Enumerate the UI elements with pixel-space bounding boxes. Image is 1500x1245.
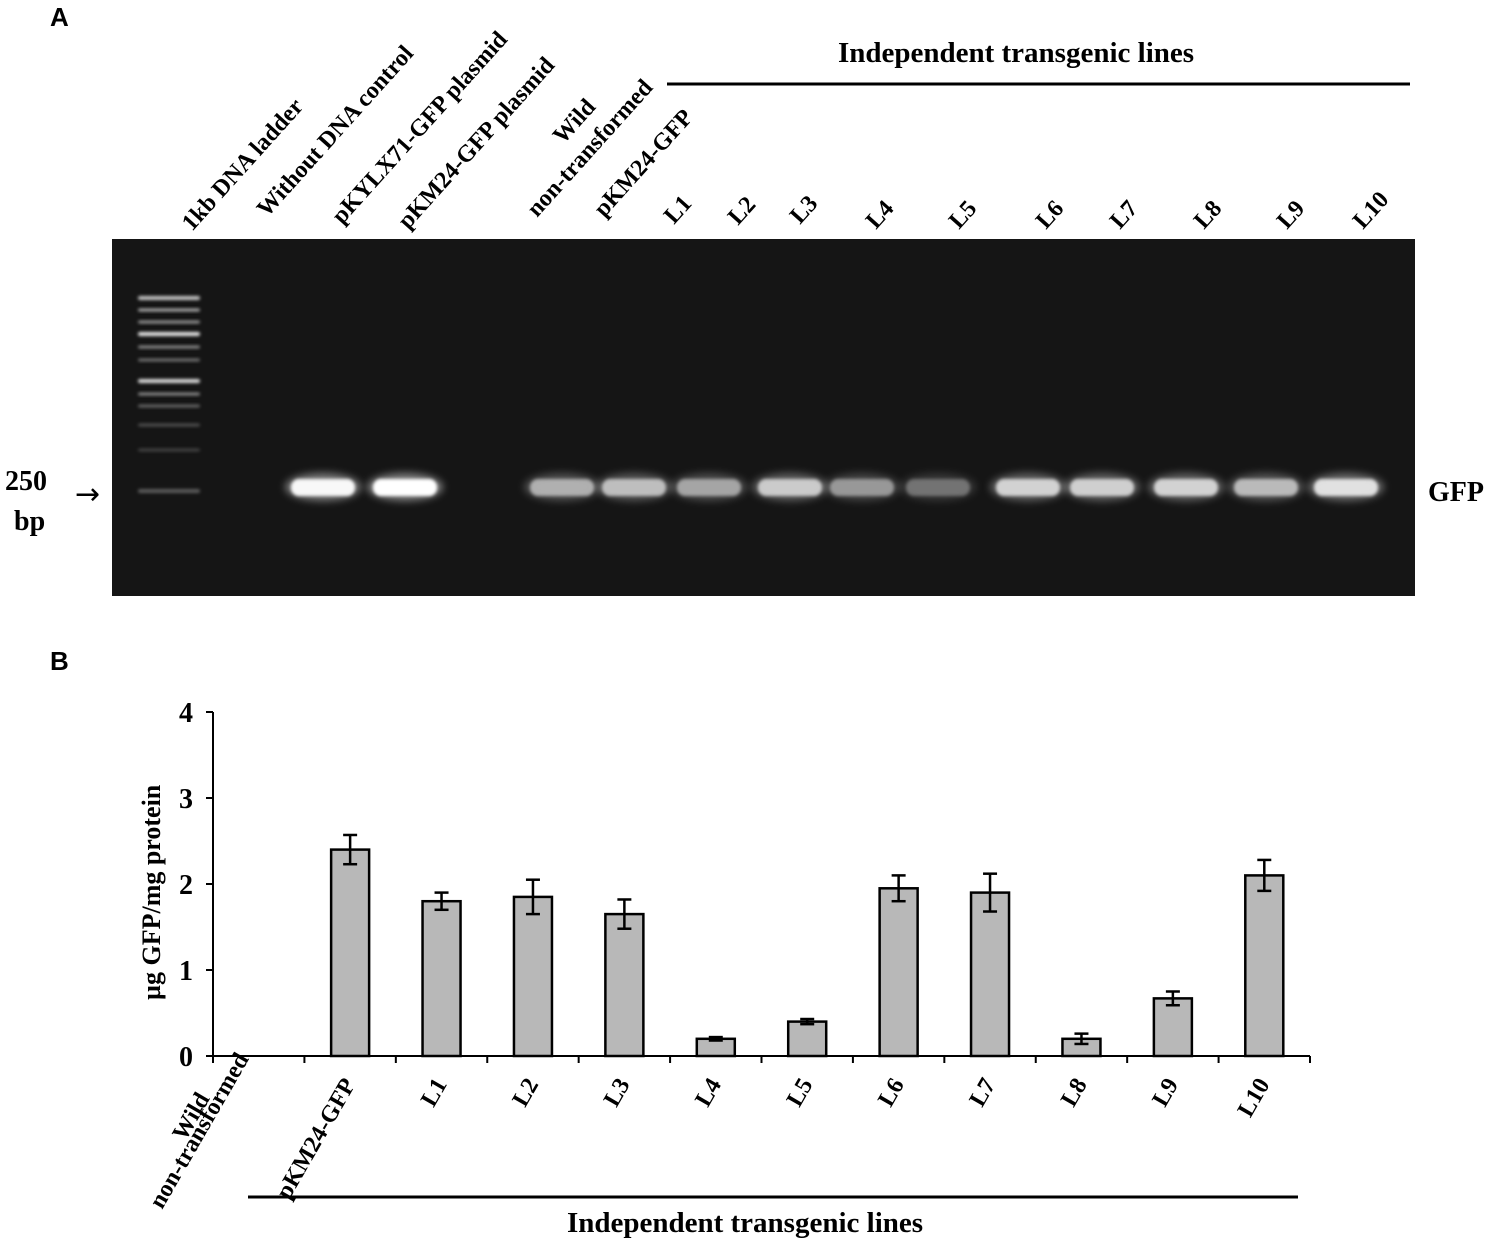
bar	[512, 895, 554, 1058]
ladder-band	[138, 320, 200, 324]
category-label: pKM24-GFP	[271, 1074, 361, 1204]
lane-label: L7	[1105, 196, 1143, 234]
category-label: L9	[1148, 1074, 1185, 1111]
lane-label: L4	[861, 196, 899, 234]
ladder-band	[138, 489, 200, 493]
lane-label: L10	[1348, 187, 1394, 234]
ladder-band	[138, 423, 200, 427]
gfp-band	[677, 479, 741, 496]
bar	[421, 899, 462, 1058]
gel-background	[112, 239, 1415, 596]
gel-group-label: Independent transgenic lines	[838, 37, 1194, 69]
bar	[329, 848, 371, 1058]
bar	[604, 912, 645, 1058]
ladder-band	[138, 308, 200, 312]
lane-label: non-transformed	[522, 74, 659, 222]
y-tick-label: 3	[179, 784, 193, 815]
bar	[786, 1020, 828, 1058]
ladder-band	[138, 358, 200, 362]
ladder-band	[138, 392, 200, 396]
category-label: L5	[782, 1074, 819, 1111]
gfp-band	[1154, 479, 1218, 496]
lane-label: L9	[1272, 196, 1310, 234]
panel-a-letter: A	[50, 2, 69, 32]
gfp-band	[1234, 479, 1298, 496]
category-label: Wild	[168, 1088, 216, 1145]
gfp-band	[996, 479, 1060, 496]
marker-unit: bp	[14, 506, 45, 537]
y-tick-label: 1	[179, 956, 193, 987]
marker-arrow: →	[75, 477, 100, 512]
ladder-band	[138, 379, 200, 383]
ladder-band	[138, 404, 200, 408]
ladder-band	[138, 332, 200, 336]
bar	[969, 891, 1011, 1058]
ladder-band	[138, 296, 200, 300]
y-tick-label: 2	[179, 870, 193, 901]
panel-b-letter: B	[50, 646, 69, 676]
gfp-band	[1070, 479, 1134, 496]
bar-group-label: Independent transgenic lines	[567, 1207, 923, 1239]
bar	[1244, 874, 1285, 1058]
category-label: L1	[416, 1074, 453, 1111]
lane-label: L1	[659, 191, 697, 229]
ladder-band	[138, 448, 200, 452]
band-label: GFP	[1428, 477, 1484, 508]
lane-label: L5	[944, 196, 982, 234]
category-label: L6	[873, 1074, 910, 1111]
gfp-band	[373, 479, 437, 496]
gfp-band	[830, 479, 894, 496]
gfp-band	[291, 479, 355, 496]
category-label: L8	[1056, 1074, 1093, 1111]
lane-label: L3	[785, 191, 823, 229]
y-tick-label: 0	[179, 1042, 193, 1073]
category-label: L2	[508, 1074, 545, 1111]
lane-label: L8	[1189, 196, 1227, 234]
gfp-band	[1314, 479, 1378, 496]
gfp-band	[758, 479, 822, 496]
gfp-band	[530, 479, 594, 496]
category-label: L7	[965, 1074, 1002, 1111]
bar	[1061, 1037, 1102, 1058]
bar	[878, 887, 919, 1058]
marker-size: 250	[5, 466, 47, 497]
y-axis-label: µg GFP/mg protein	[137, 784, 166, 1000]
gfp-band	[906, 479, 970, 496]
lane-label: L2	[723, 192, 761, 230]
lane-label: L6	[1031, 196, 1069, 234]
category-label: L10	[1233, 1074, 1276, 1122]
bar	[695, 1037, 737, 1058]
category-label: non-transformed	[145, 1048, 255, 1213]
category-label: L3	[599, 1074, 636, 1111]
y-tick-label: 4	[179, 698, 193, 729]
bar	[1152, 997, 1194, 1058]
gfp-band	[602, 479, 666, 496]
category-label: L4	[690, 1074, 727, 1111]
ladder-band	[138, 345, 200, 349]
